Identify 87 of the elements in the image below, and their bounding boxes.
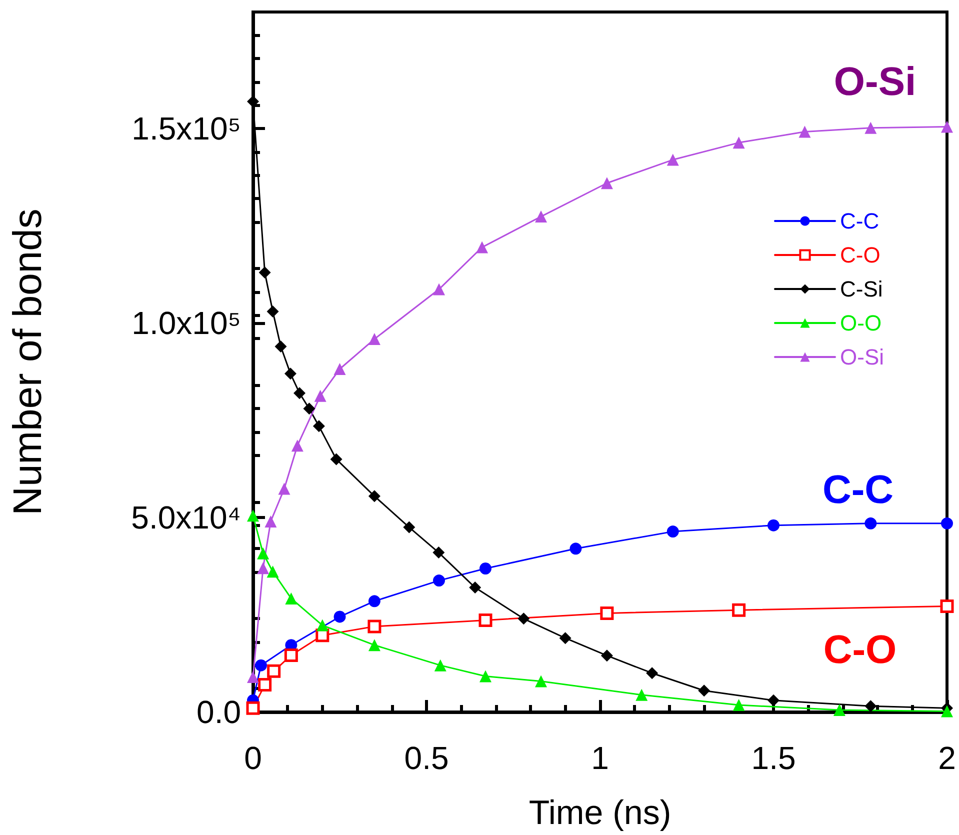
point xyxy=(247,671,259,683)
y-axis-title: Number of bonds xyxy=(6,208,50,516)
point xyxy=(535,675,548,688)
point xyxy=(403,521,416,534)
point xyxy=(264,515,277,528)
point xyxy=(334,363,346,375)
point xyxy=(559,632,572,644)
point xyxy=(258,678,272,692)
annotation: C-C xyxy=(822,468,894,512)
point xyxy=(368,639,380,652)
point xyxy=(768,519,780,532)
point xyxy=(480,562,492,574)
point xyxy=(646,667,658,680)
point xyxy=(432,546,445,559)
x-tick-label: 0 xyxy=(244,740,262,776)
x-tick-label: 0.5 xyxy=(404,740,449,776)
x-axis-title: Time (ns) xyxy=(528,794,672,832)
y-tick-label: 0.0 xyxy=(196,694,241,730)
point xyxy=(600,606,614,620)
point xyxy=(303,402,316,415)
point xyxy=(330,453,342,466)
point xyxy=(666,154,679,166)
y-tick-label: 5.0x10⁴ xyxy=(131,500,241,536)
legend-label: C-Si xyxy=(840,276,883,302)
point xyxy=(284,648,298,662)
point xyxy=(316,619,328,632)
point xyxy=(284,368,296,380)
point xyxy=(257,562,270,574)
point xyxy=(258,266,271,279)
legend-label: O-Si xyxy=(840,344,884,370)
annotation: O-Si xyxy=(834,60,916,104)
point xyxy=(433,574,445,587)
point xyxy=(476,241,488,254)
point xyxy=(246,701,260,715)
point xyxy=(518,612,530,625)
point xyxy=(478,613,492,627)
point xyxy=(798,126,811,138)
point xyxy=(368,333,380,346)
point xyxy=(535,210,548,223)
point xyxy=(479,670,492,682)
point xyxy=(266,566,279,578)
y-tick-label: 1.5x10⁵ xyxy=(132,110,241,147)
legend-label: O-O xyxy=(840,310,882,336)
point xyxy=(294,387,306,400)
point xyxy=(267,664,281,678)
y-tick-label: 1.0x10⁵ xyxy=(132,305,241,342)
point xyxy=(434,659,446,672)
point xyxy=(254,659,267,672)
point xyxy=(941,705,953,718)
point xyxy=(312,420,325,432)
point xyxy=(432,283,445,296)
x-tick-label: 1 xyxy=(591,740,609,776)
point xyxy=(334,610,346,623)
point xyxy=(570,542,582,555)
point xyxy=(864,122,877,134)
point xyxy=(941,517,953,530)
legend-label: C-O xyxy=(840,242,880,268)
point xyxy=(666,526,679,538)
point xyxy=(768,694,780,706)
annotation: C-O xyxy=(823,628,897,672)
point xyxy=(600,177,613,190)
point xyxy=(698,684,710,697)
point xyxy=(314,390,326,402)
point xyxy=(278,482,290,495)
point xyxy=(257,547,270,560)
point xyxy=(732,603,746,617)
point xyxy=(732,699,745,711)
point xyxy=(368,490,380,502)
legend-label: C-C xyxy=(840,208,880,234)
point xyxy=(864,700,877,712)
point xyxy=(368,595,380,608)
point xyxy=(291,440,304,452)
point xyxy=(368,620,382,634)
point xyxy=(274,340,287,352)
point xyxy=(833,704,846,716)
point xyxy=(941,120,953,133)
x-tick-label: 2 xyxy=(938,740,956,776)
point xyxy=(940,599,954,613)
point xyxy=(732,136,745,149)
point xyxy=(864,517,877,530)
point xyxy=(247,510,259,522)
point xyxy=(600,650,613,662)
point xyxy=(636,688,648,701)
x-tick-label: 1.5 xyxy=(751,740,796,776)
point xyxy=(469,582,482,594)
point xyxy=(266,305,279,318)
point xyxy=(285,592,298,604)
